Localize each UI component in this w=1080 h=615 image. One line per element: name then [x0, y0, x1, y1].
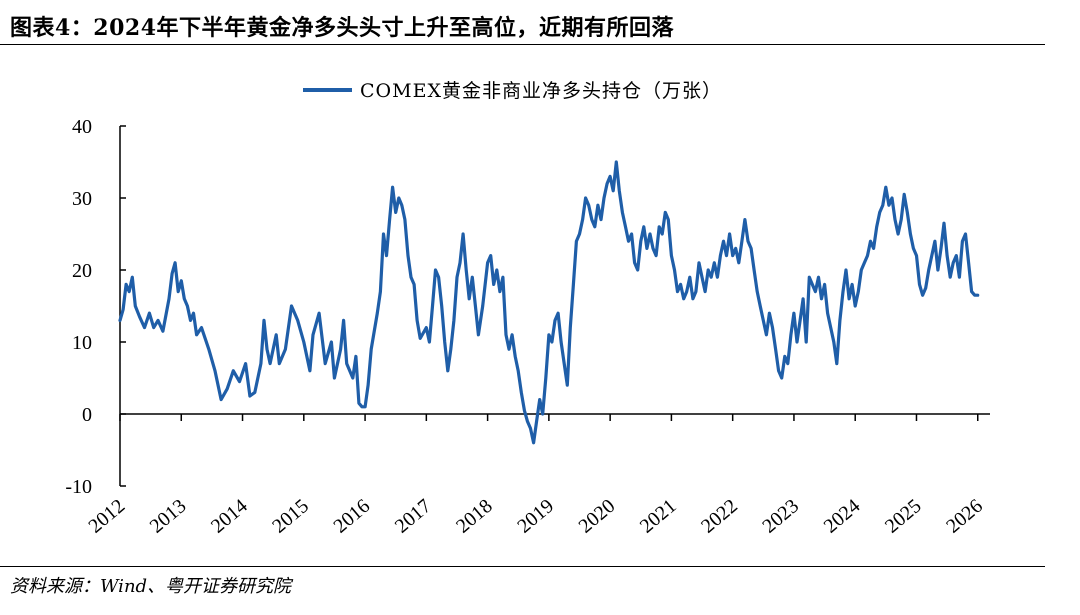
x-axis: 2012 2013 2014 2015 2016 2017 2018 2019 2020 2021…	[84, 413, 990, 538]
x-tick-label: 2012	[84, 495, 129, 538]
x-tick-label: 2026	[942, 495, 987, 538]
x-tick-label: 2018	[452, 495, 497, 538]
x-tick-label: 2024	[820, 495, 865, 538]
x-tick-label: 2017	[391, 495, 436, 538]
y-tick-label: 30	[72, 188, 92, 210]
title-divider	[0, 44, 1045, 45]
y-tick-label: 20	[72, 260, 92, 282]
y-axis: -10 0 10 20 30 40	[65, 116, 126, 498]
chart-legend: COMEX黄金非商业净多头持仓（万张）	[303, 80, 722, 102]
x-tick-label: 2021	[636, 495, 681, 538]
series-line-0	[118, 160, 980, 445]
x-tick-label: 2014	[207, 495, 252, 538]
y-tick-label: 10	[72, 332, 92, 354]
chart-title: 图表4：2024年下半年黄金净多头头寸上升至高位，近期有所回落	[10, 15, 675, 41]
x-tick-label: 2016	[330, 495, 375, 538]
x-tick-label: 2025	[881, 495, 926, 538]
x-tick-label: 2022	[697, 495, 742, 538]
y-tick-label: 40	[72, 116, 92, 138]
x-tick-label: 2023	[758, 495, 803, 538]
x-tick-label: 2019	[513, 495, 558, 538]
y-tick-label: -10	[65, 476, 92, 498]
y-tick-label: 0	[82, 404, 92, 426]
x-tick-label: 2015	[268, 495, 313, 538]
x-tick-label: 2013	[146, 495, 191, 538]
source-note: 资料来源：Wind、粤开证券研究院	[10, 576, 292, 597]
source-divider	[0, 566, 1045, 567]
series-layer	[118, 160, 980, 445]
x-tick-label: 2020	[575, 495, 620, 538]
legend-label: COMEX黄金非商业净多头持仓（万张）	[360, 80, 722, 102]
